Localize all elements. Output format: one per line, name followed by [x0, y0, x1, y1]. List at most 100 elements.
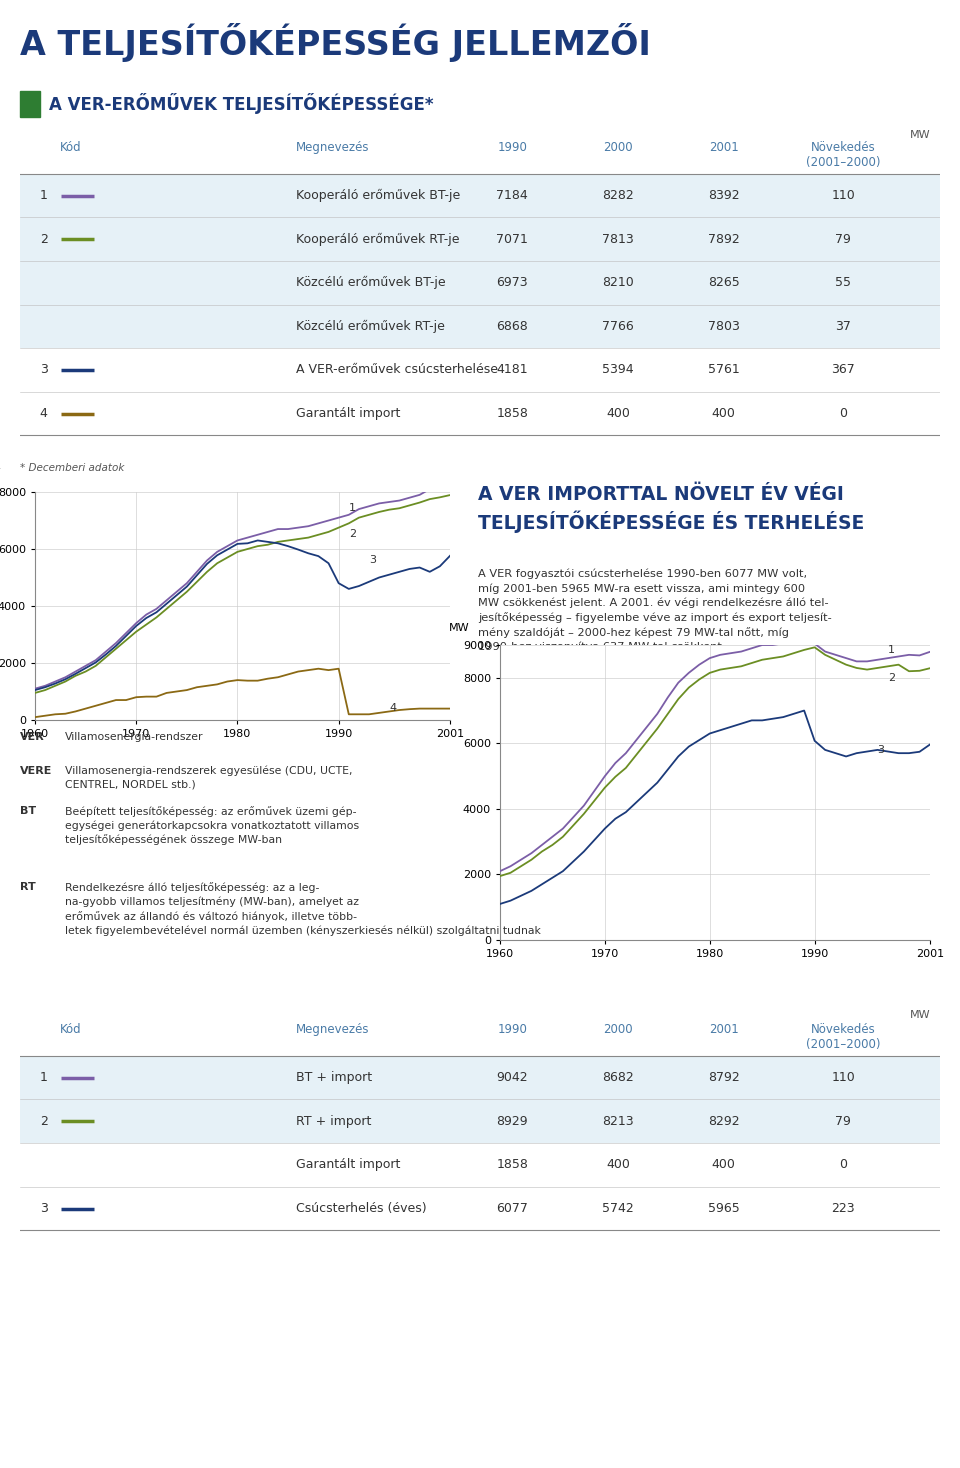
Text: 1990: 1990 — [497, 1023, 527, 1036]
Text: RT + import: RT + import — [296, 1114, 372, 1127]
Text: Növekedés
(2001–2000): Növekedés (2001–2000) — [806, 141, 880, 169]
Text: 37: 37 — [835, 320, 852, 333]
Text: A VER fogyasztói csúcsterhelése 1990-ben 6077 MW volt,
míg 2001-ben 5965 MW-ra e: A VER fogyasztói csúcsterhelése 1990-ben… — [478, 568, 831, 652]
Text: VERE: VERE — [20, 765, 53, 775]
Text: 8265: 8265 — [708, 276, 739, 289]
Text: 6077: 6077 — [496, 1202, 528, 1216]
Text: 5394: 5394 — [602, 364, 634, 376]
Text: 8213: 8213 — [602, 1114, 634, 1127]
Text: Növekedés
(2001–2000): Növekedés (2001–2000) — [806, 1023, 880, 1051]
Text: 7766: 7766 — [602, 320, 634, 333]
Text: 4181: 4181 — [496, 364, 528, 376]
Text: 0: 0 — [839, 407, 848, 420]
Text: 8292: 8292 — [708, 1114, 739, 1127]
Text: Megnevezés: Megnevezés — [296, 141, 370, 154]
Text: 6973: 6973 — [496, 276, 528, 289]
Text: 8792: 8792 — [708, 1072, 739, 1085]
Text: Rendelkezésre álló teljesítőképesség: az a leg-
na­gyobb villamos teljesítmény (: Rendelkezésre álló teljesítőképesség: az… — [65, 882, 540, 935]
Text: 3: 3 — [877, 744, 884, 755]
Bar — [20, 1100, 940, 1144]
Text: Kooperáló erőművek BT-je: Kooperáló erőművek BT-je — [296, 189, 460, 203]
Text: 400: 400 — [606, 407, 630, 420]
Text: 1: 1 — [888, 644, 895, 655]
Text: BT + import: BT + import — [296, 1072, 372, 1085]
Text: 400: 400 — [712, 407, 735, 420]
Text: 110: 110 — [831, 189, 855, 203]
Text: 1: 1 — [348, 504, 356, 514]
Bar — [20, 261, 940, 304]
Text: 9042: 9042 — [496, 1072, 528, 1085]
Text: Megnevezés: Megnevezés — [296, 1023, 370, 1036]
Text: A VER-erőművek csúcsterhelése: A VER-erőművek csúcsterhelése — [296, 364, 498, 376]
Text: 79: 79 — [835, 1114, 852, 1127]
Text: 223: 223 — [831, 1202, 855, 1216]
Text: 5965: 5965 — [708, 1202, 739, 1216]
Text: Garantált import: Garantált import — [296, 1158, 400, 1171]
Text: RT: RT — [20, 882, 36, 893]
Text: 79: 79 — [835, 233, 852, 245]
Bar — [20, 304, 940, 348]
Text: 8929: 8929 — [496, 1114, 528, 1127]
Text: 2001: 2001 — [708, 1023, 738, 1036]
Text: Közcélú erőművek BT-je: Közcélú erőművek BT-je — [296, 276, 445, 289]
Text: 400: 400 — [606, 1158, 630, 1171]
Text: BT: BT — [20, 806, 36, 816]
Text: 8282: 8282 — [602, 189, 634, 203]
Text: 7803: 7803 — [708, 320, 740, 333]
Text: 1858: 1858 — [496, 1158, 528, 1171]
Text: 400: 400 — [712, 1158, 735, 1171]
Text: Kód: Kód — [60, 141, 82, 154]
Bar — [20, 217, 940, 261]
Text: 2: 2 — [39, 233, 48, 245]
Text: 6868: 6868 — [496, 320, 528, 333]
Text: MW: MW — [910, 129, 931, 139]
Text: 3: 3 — [369, 555, 376, 565]
Text: 3: 3 — [39, 1202, 48, 1216]
Text: 8682: 8682 — [602, 1072, 634, 1085]
Text: 7813: 7813 — [602, 233, 634, 245]
Text: A MAGYAR VILLAMOS MŰVEK KÖZLEMÉNYEI  ■  2002/3: A MAGYAR VILLAMOS MŰVEK KÖZLEMÉNYEI ■ 20… — [77, 1436, 420, 1449]
Text: 8392: 8392 — [708, 189, 739, 203]
Text: * Decemberi adatok: * Decemberi adatok — [20, 462, 125, 473]
Text: Csúcsterhelés (éves): Csúcsterhelés (éves) — [296, 1202, 426, 1216]
Text: Közcélú erőművek RT-je: Közcélú erőművek RT-je — [296, 320, 444, 333]
Text: 2000: 2000 — [603, 141, 633, 154]
Text: 2: 2 — [39, 1114, 48, 1127]
Text: 110: 110 — [831, 1072, 855, 1085]
Text: 1858: 1858 — [496, 407, 528, 420]
Text: 2: 2 — [348, 528, 356, 539]
Text: A TELJESÍTŐKÉPESSÉG JELLEMZŐI: A TELJESÍTŐKÉPESSÉG JELLEMZŐI — [20, 23, 651, 62]
Text: 10: 10 — [19, 1433, 44, 1450]
Text: 7892: 7892 — [708, 233, 739, 245]
Text: 5761: 5761 — [708, 364, 739, 376]
Text: Kooperáló erőművek RT-je: Kooperáló erőművek RT-je — [296, 232, 460, 245]
Text: 2001: 2001 — [708, 141, 738, 154]
Text: 2000: 2000 — [603, 1023, 633, 1036]
Text: A VER-ERŐMŰVEK TELJESÍTŐKÉPESSÉGE*: A VER-ERŐMŰVEK TELJESÍTŐKÉPESSÉGE* — [50, 94, 434, 115]
Text: 4: 4 — [39, 407, 48, 420]
Text: 55: 55 — [835, 276, 852, 289]
Text: 2: 2 — [888, 672, 895, 683]
Text: Villamosenergia-rendszer: Villamosenergia-rendszer — [65, 731, 204, 741]
Text: MW: MW — [448, 624, 469, 633]
Text: 7071: 7071 — [496, 233, 528, 245]
Bar — [20, 1055, 940, 1100]
Text: 1990: 1990 — [497, 141, 527, 154]
Text: 1: 1 — [39, 189, 48, 203]
Text: 1: 1 — [39, 1072, 48, 1085]
Text: Garantált import: Garantált import — [296, 407, 400, 420]
Text: 4: 4 — [389, 703, 396, 713]
Text: VER: VER — [20, 731, 45, 741]
Text: 5742: 5742 — [602, 1202, 634, 1216]
Text: 367: 367 — [831, 364, 855, 376]
Text: 3: 3 — [39, 364, 48, 376]
Bar — [20, 173, 940, 217]
Text: Villamosenergia-rendszerek egyesülése (CDU, UCTE,
CENTREL, NORDEL stb.): Villamosenergia-rendszerek egyesülése (C… — [65, 765, 352, 790]
Bar — [20, 91, 40, 117]
Text: A VER IMPORTTAL NÖVELT ÉV VÉGI
TELJESÍTŐKÉPESSÉGE ÉS TERHELÉSE: A VER IMPORTTAL NÖVELT ÉV VÉGI TELJESÍTŐ… — [478, 484, 864, 533]
Bar — [62, 1424, 63, 1461]
Text: MW: MW — [0, 468, 2, 479]
Text: 8210: 8210 — [602, 276, 634, 289]
Text: 7184: 7184 — [496, 189, 528, 203]
Text: MW: MW — [910, 1010, 931, 1020]
